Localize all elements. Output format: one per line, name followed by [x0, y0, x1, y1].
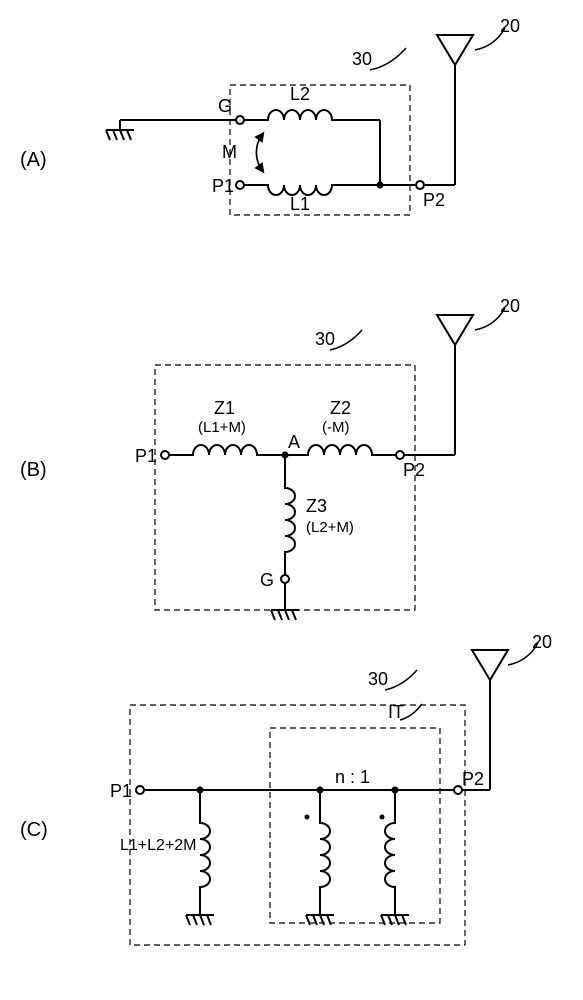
ground-b	[271, 600, 299, 620]
terminal-p2-a	[416, 181, 424, 189]
label-z3: Z3	[306, 496, 327, 516]
inductor-z3	[285, 480, 295, 560]
label-p2-a: P2	[423, 190, 445, 210]
inductor-l2	[260, 110, 340, 120]
antenna-b	[437, 315, 473, 375]
panel-b: (B) 30 20 P1 Z1 (L1+M) A Z2 (-M) P2 Z3 (…	[20, 296, 520, 620]
ground-c2	[306, 905, 334, 925]
label-30-c: 30	[368, 669, 388, 689]
antenna-c	[472, 650, 508, 710]
label-p2-b: P2	[403, 460, 425, 480]
inductor-prim	[320, 815, 330, 895]
antenna-a	[437, 35, 473, 95]
ground-c1	[186, 905, 214, 925]
ground-c3	[381, 905, 409, 925]
panel-a-label: (A)	[20, 149, 47, 171]
label-20-b: 20	[500, 296, 520, 316]
ground-a	[106, 120, 134, 140]
label-it: IT	[388, 702, 404, 722]
panel-c-label: (C)	[20, 819, 48, 841]
label-leq: L1+L2+2M	[120, 837, 197, 854]
label-p1-c: P1	[110, 781, 132, 801]
label-p2-c: P2	[462, 769, 484, 789]
panel-a: (A) 30 20 G L2 M P1 L1 P2	[20, 16, 520, 215]
label-z1: Z1	[214, 398, 235, 418]
label-a: A	[288, 432, 300, 452]
label-l1: L1	[290, 194, 310, 214]
terminal-p2-c	[454, 786, 462, 794]
label-p1-a: P1	[212, 176, 234, 196]
dot-sec	[380, 815, 385, 820]
label-g-b: G	[260, 570, 274, 590]
label-20-a: 20	[500, 16, 520, 36]
label-30-b: 30	[315, 329, 335, 349]
label-30-a: 30	[352, 49, 372, 69]
label-z2: Z2	[330, 398, 351, 418]
panel-b-label: (B)	[20, 459, 47, 481]
label-z3p: (L2+M)	[306, 519, 354, 536]
inductor-leq	[200, 815, 210, 895]
label-20-c: 20	[532, 632, 552, 652]
box-30-c	[130, 705, 465, 945]
terminal-p1-c	[136, 786, 144, 794]
terminal-g-a	[236, 116, 244, 124]
inductor-z1	[185, 445, 265, 455]
label-z1p: (L1+M)	[198, 419, 246, 436]
label-l2: L2	[290, 84, 310, 104]
terminal-p1-b	[161, 451, 169, 459]
terminal-p1-a	[236, 181, 244, 189]
box-it	[270, 728, 440, 923]
dot-prim	[305, 815, 310, 820]
inductor-sec	[385, 815, 395, 895]
label-g-a: G	[218, 96, 232, 116]
panel-c: (C) 30 IT 20 P1 P2 n : 1 L1+L2+2M	[20, 632, 552, 945]
inductor-z2	[300, 445, 380, 455]
terminal-g-b	[281, 575, 289, 583]
label-m: M	[222, 142, 237, 162]
label-p1-b: P1	[135, 446, 157, 466]
terminal-p2-b	[396, 451, 404, 459]
label-ratio: n : 1	[335, 767, 370, 787]
label-z2p: (-M)	[322, 419, 349, 436]
coupling-arrow	[256, 135, 262, 170]
